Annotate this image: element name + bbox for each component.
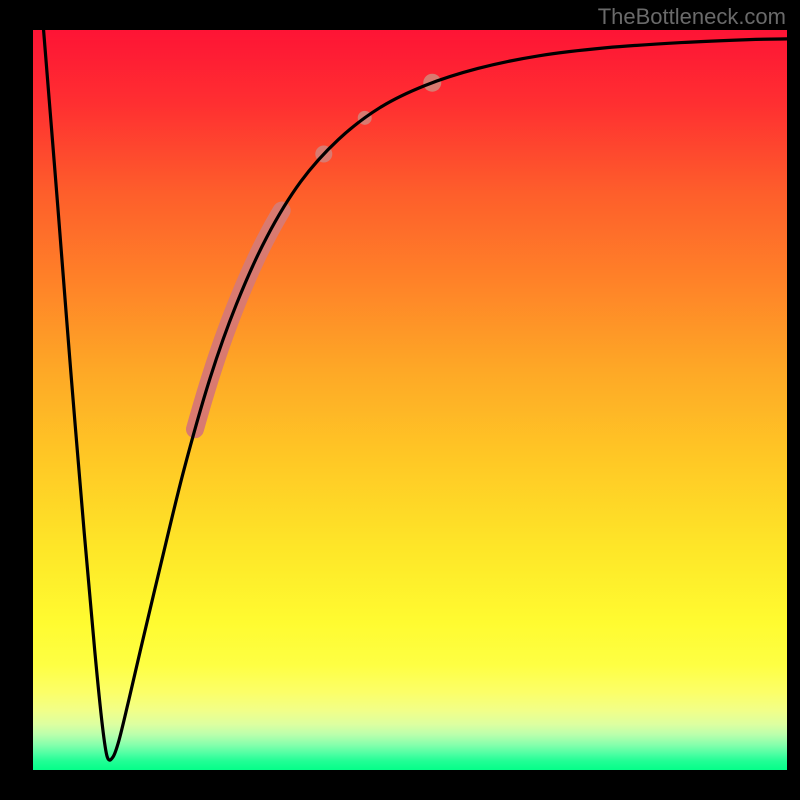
plot-background [33, 30, 787, 770]
chart-frame: TheBottleneck.com [0, 0, 800, 800]
chart-svg [0, 0, 800, 800]
watermark-label: TheBottleneck.com [598, 4, 786, 30]
